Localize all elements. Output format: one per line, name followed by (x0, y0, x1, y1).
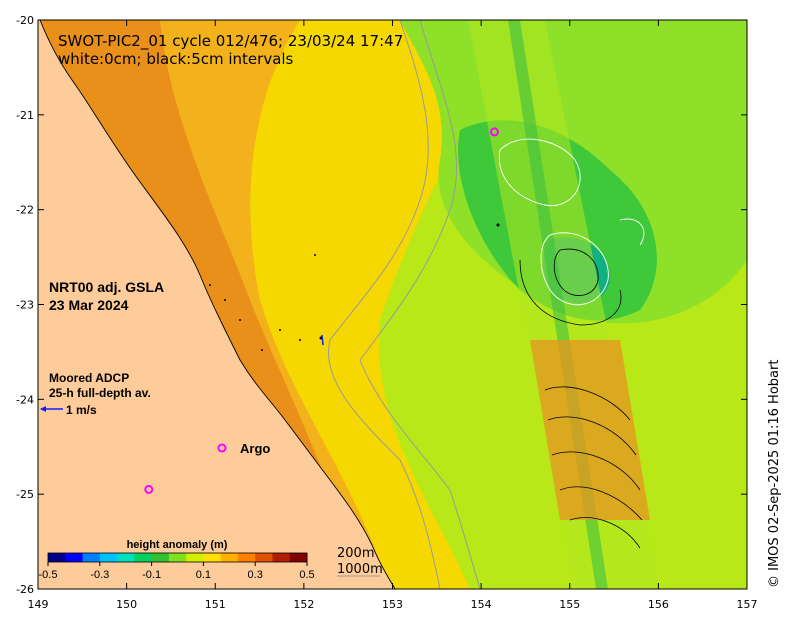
product-date: 23 Mar 2024 (49, 297, 129, 313)
product-name: NRT00 adj. GSLA (49, 279, 164, 295)
credit-text: © IMOS 02-Sep-2025 01:16 Hobart (767, 360, 782, 588)
white-contours (498, 138, 645, 306)
y-tick-label: -21 (16, 109, 34, 122)
colorbar-tick-label: -0.3 (90, 569, 109, 581)
title-line-2: white:0cm; black:5cm intervals (58, 50, 294, 68)
x-tick-label: 156 (648, 598, 669, 611)
x-tick-label: 151 (205, 598, 226, 611)
colorbar-segment (255, 553, 273, 562)
y-axis: -20 -21 -22 -23 -24 -25 -26 (16, 14, 747, 596)
colorbar-segment (65, 553, 84, 562)
isobath-1000m-label: 1000m (337, 562, 383, 577)
colorbar-segment (48, 553, 66, 562)
x-tick-label: 153 (382, 598, 403, 611)
colorbar-tick-label: 0.5 (299, 569, 314, 581)
colorbar-tick-label: -0.1 (142, 569, 161, 581)
colorbar-segment (203, 553, 222, 562)
argo-float-marker (144, 484, 154, 494)
land-mass (38, 20, 395, 589)
x-tick-label: 157 (737, 598, 758, 611)
adcp-legend-title: Moored ADCP (49, 371, 129, 385)
x-axis: 149 150 151 152 153 154 155 156 157 (28, 20, 758, 611)
isobath-200m-line (328, 20, 441, 589)
colorbar-title: height anomaly (m) (127, 539, 228, 551)
x-tick-label: 155 (559, 598, 580, 611)
colorbar-segment (117, 553, 135, 562)
x-tick-label: 152 (293, 598, 314, 611)
colorbar-segment (134, 553, 153, 562)
colorbar-tick-label: -0.5 (39, 569, 58, 581)
colorbar-segment (289, 553, 308, 562)
argo-legend-marker-icon (217, 443, 227, 453)
colorbar-segment (151, 553, 170, 562)
title-line-1: SWOT-PIC2_01 cycle 012/476; 23/03/24 17:… (58, 32, 403, 51)
colorbar-segment (99, 553, 118, 562)
adcp-legend-subtitle: 25-h full-depth av. (49, 386, 151, 400)
y-tick-label: -20 (16, 14, 34, 27)
colorbar (47, 552, 308, 563)
x-tick-label: 154 (471, 598, 492, 611)
colorbar-segment (237, 553, 256, 562)
isobath-1000m-line (359, 20, 481, 589)
colorbar-segment (272, 553, 291, 562)
map-plot-area (38, 20, 747, 589)
argo-legend-label: Argo (240, 441, 270, 456)
colorbar-ticks: -0.5 -0.3 -0.1 0.1 0.3 0.5 (39, 562, 315, 581)
black-contours (519, 248, 643, 549)
y-tick-label: -23 (16, 299, 34, 312)
adcp-scale-label: 1 m/s (66, 403, 97, 417)
coastline (39, 20, 396, 589)
adcp-vector (321, 334, 324, 346)
adcp-arrow-head-icon (40, 406, 46, 412)
y-tick-label: -26 (16, 583, 34, 596)
colorbar-segment (82, 553, 101, 562)
y-tick-label: -22 (16, 204, 34, 217)
colorbar-segment (220, 553, 239, 562)
y-tick-label: -25 (16, 488, 34, 501)
swath-positive-anomaly (530, 340, 650, 520)
argo-float-markers (144, 127, 499, 494)
x-tick-label: 149 (28, 598, 49, 611)
colorbar-segment (168, 553, 187, 562)
colorbar-tick-label: 0.1 (196, 569, 211, 581)
y-tick-label: -24 (16, 393, 34, 406)
x-tick-label: 150 (116, 598, 137, 611)
isobath-200m-label: 200m (337, 546, 374, 561)
colorbar-tick-label: 0.3 (248, 569, 263, 581)
colorbar-frame (47, 552, 308, 563)
colorbar-segment (186, 553, 204, 562)
argo-float-marker (489, 127, 499, 137)
